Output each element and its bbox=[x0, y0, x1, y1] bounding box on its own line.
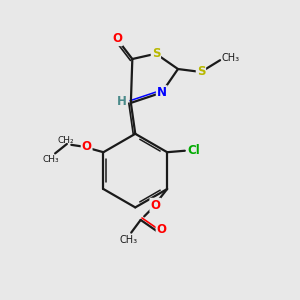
Text: O: O bbox=[82, 140, 92, 153]
Text: S: S bbox=[152, 47, 160, 60]
Text: S: S bbox=[197, 65, 205, 79]
Text: CH₃: CH₃ bbox=[119, 235, 137, 245]
Text: O: O bbox=[150, 199, 161, 212]
Text: N: N bbox=[157, 86, 167, 99]
Text: O: O bbox=[112, 32, 122, 45]
Text: CH₂: CH₂ bbox=[57, 136, 74, 145]
Text: H: H bbox=[117, 95, 127, 108]
Text: CH₃: CH₃ bbox=[221, 53, 240, 63]
Text: Cl: Cl bbox=[188, 144, 201, 157]
Text: CH₃: CH₃ bbox=[42, 155, 59, 164]
Text: O: O bbox=[157, 223, 166, 236]
